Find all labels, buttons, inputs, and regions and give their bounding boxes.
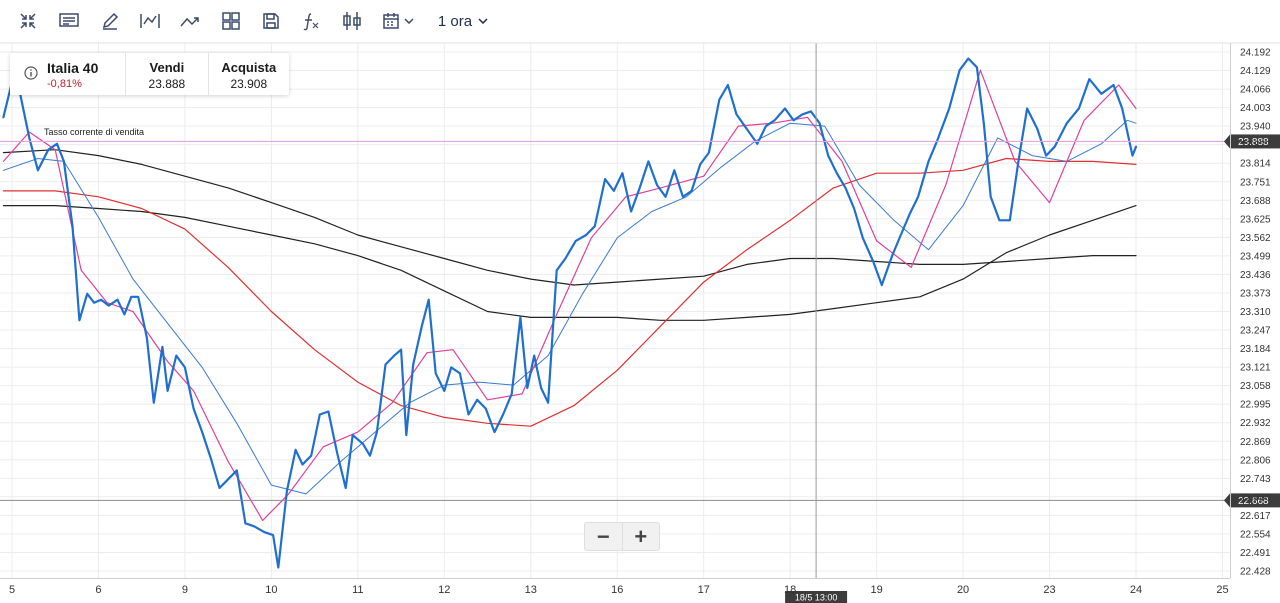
zoom-in-button[interactable]: + — [621, 523, 660, 550]
y-tick-label: 22.869 — [1240, 437, 1271, 448]
x-tick-label: 9 — [182, 584, 188, 596]
y-tick-label: 23.121 — [1240, 363, 1271, 374]
y-tick-label: 23.688 — [1240, 196, 1271, 207]
x-tick-label: 20 — [957, 584, 969, 596]
x-tick-label: 19 — [870, 584, 882, 596]
pencil-icon[interactable] — [99, 9, 121, 33]
y-tick-label: 23.877 — [1240, 140, 1271, 151]
chart-overlays: 23.888 22.668 18/5 13:00 — [0, 43, 1280, 603]
instrument-change: -0,81% — [47, 78, 82, 90]
current-price-label: 23.888 — [1238, 137, 1269, 148]
crosshair-time-badge — [785, 591, 848, 603]
y-tick-label: 22.428 — [1240, 567, 1271, 578]
x-tick-label: 6 — [95, 584, 101, 596]
x-tick-label: 12 — [438, 584, 450, 596]
x-tick-label: 23 — [1043, 584, 1055, 596]
y-tick-label: 22.491 — [1240, 548, 1271, 559]
y-tick-label: 23.625 — [1240, 214, 1271, 225]
crosshair-price-label: 22.668 — [1238, 496, 1269, 507]
chart-axes: 24.19224.12924.06624.00323.94023.87723.8… — [0, 42, 1280, 596]
function-icon[interactable] — [300, 9, 322, 33]
x-tick-label: 13 — [525, 584, 537, 596]
y-tick-label: 24.066 — [1240, 85, 1271, 96]
x-tick-label: 16 — [611, 584, 623, 596]
x-tick-label: 17 — [698, 584, 710, 596]
x-tick-label: 5 — [9, 584, 15, 596]
series-line-ma-red — [2, 157, 1137, 427]
y-tick-label: 22.932 — [1240, 418, 1271, 429]
y-tick-label: 22.680 — [1240, 492, 1271, 503]
buy-price: 23.908 — [230, 77, 268, 91]
series-line-ma-black-long — [2, 205, 1137, 321]
y-tick-label: 23.058 — [1240, 381, 1271, 392]
instrument-name: Italia 40 — [47, 60, 99, 76]
y-tick-label: 22.617 — [1240, 511, 1271, 522]
x-tick-label: 25 — [1216, 584, 1228, 596]
buy-button[interactable]: Acquista 23.908 — [207, 53, 289, 95]
y-tick-label: 22.995 — [1240, 400, 1271, 411]
zoom-out-button[interactable]: − — [596, 523, 610, 549]
y-tick-label: 23.310 — [1240, 307, 1271, 318]
x-tick-label: 24 — [1130, 584, 1142, 596]
chart-toolbar: 1 ora — [0, 0, 1280, 42]
collapse-icon[interactable] — [18, 9, 38, 33]
y-tick-label: 23.751 — [1240, 177, 1271, 188]
indicator-icon[interactable] — [138, 9, 162, 33]
series-line-ma-black-slow — [2, 149, 1137, 286]
calendar-icon — [383, 13, 399, 29]
chevron-down-icon — [404, 18, 414, 24]
instrument-quote-panel: Italia 40 -0,81% Vendi 23.888 Acquista 2… — [10, 53, 289, 95]
y-tick-label: 23.940 — [1240, 122, 1271, 133]
crosshair-price-badge — [1230, 493, 1280, 508]
crosshair-price-badge-arrow — [1224, 493, 1230, 508]
series-line-price — [2, 57, 1138, 569]
crosshair-time-label: 18/5 13:00 — [795, 593, 838, 603]
sell-price: 23.888 — [148, 77, 186, 91]
current-price-badge-arrow — [1224, 134, 1230, 149]
y-tick-label: 24.129 — [1240, 66, 1271, 77]
news-icon[interactable] — [58, 9, 80, 33]
sell-label: Vendi — [149, 60, 185, 75]
y-tick-label: 23.499 — [1240, 251, 1271, 262]
calendar-dropdown[interactable] — [381, 9, 415, 33]
layout-grid-icon[interactable] — [220, 9, 242, 33]
chart-grid — [0, 43, 1230, 578]
x-tick-label: 11 — [352, 584, 363, 596]
y-tick-label: 22.554 — [1240, 529, 1271, 540]
zoom-control: − + — [584, 522, 660, 551]
y-tick-label: 23.247 — [1240, 326, 1271, 337]
timeframe-label: 1 ora — [437, 12, 473, 30]
y-tick-label: 23.184 — [1240, 344, 1271, 355]
x-tick-label: 18 — [784, 584, 796, 596]
sell-button[interactable]: Vendi 23.888 — [125, 53, 207, 95]
y-tick-label: 23.562 — [1240, 233, 1271, 244]
y-tick-label: 24.192 — [1240, 48, 1271, 59]
buy-label: Acquista — [221, 60, 277, 75]
x-tick-label: 10 — [265, 584, 277, 596]
chart-series — [2, 57, 1138, 569]
y-tick-label: 23.373 — [1240, 288, 1271, 299]
candlestick-icon[interactable] — [340, 9, 364, 33]
info-icon[interactable] — [24, 66, 38, 80]
series-line-ma-blue — [2, 119, 1137, 495]
current-price-badge — [1230, 134, 1280, 149]
instrument-info: Italia 40 -0,81% — [10, 53, 125, 95]
current-rate-label: Tasso corrente di vendita — [44, 127, 145, 137]
timeframe-dropdown[interactable]: 1 ora — [436, 9, 490, 33]
save-icon[interactable] — [260, 9, 282, 33]
y-tick-label: 23.814 — [1240, 159, 1271, 170]
y-tick-label: 23.436 — [1240, 270, 1271, 281]
chevron-down-icon — [478, 18, 488, 24]
y-tick-label: 24.003 — [1240, 103, 1271, 114]
y-tick-label: 22.743 — [1240, 474, 1271, 485]
trend-icon[interactable] — [178, 9, 202, 33]
series-line-ma-pink — [2, 69, 1137, 521]
y-tick-label: 22.806 — [1240, 455, 1271, 466]
